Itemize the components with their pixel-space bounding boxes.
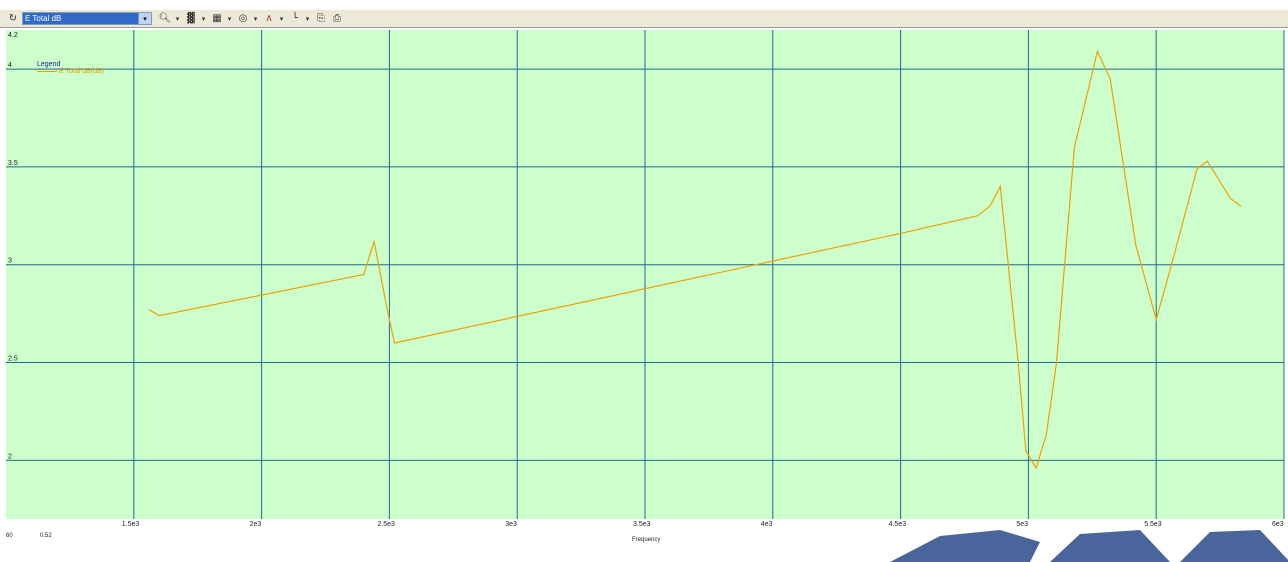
status-left-value: 60: [6, 533, 13, 539]
x-tick-label: 2.5e3: [377, 521, 395, 528]
x-tick-label: 6e3: [1272, 521, 1284, 528]
data-point: [1017, 361, 1019, 364]
data-point: [1045, 434, 1047, 436]
data-point: [393, 342, 396, 344]
x-tick-label: 3e3: [505, 521, 517, 528]
data-point: [999, 185, 1001, 188]
y-tick-label: 2.5: [8, 356, 18, 363]
x-tick-label: 3.5e3: [633, 521, 651, 528]
plot-properties-dropdown-icon[interactable]: ▾: [227, 14, 232, 23]
data-point: [1035, 467, 1037, 469]
x-tick-label: 5.5e3: [1144, 521, 1162, 528]
marker-dropdown-icon[interactable]: ▾: [253, 14, 258, 23]
copy-icon[interactable]: ⎘: [317, 13, 325, 24]
data-point: [386, 307, 388, 309]
data-point: [1025, 449, 1027, 452]
report-toolbar: ↻ E Total dB ▾ 🔍︎ ▾ ▓ ▾ ▦ ▾ ◎ ▾ ∧ ▾ └ ▾ ⎘ ⎙: [0, 10, 1288, 28]
data-point: [1055, 361, 1058, 364]
y-tick-label: 3.5: [8, 160, 18, 167]
marker-icon[interactable]: ◎: [238, 13, 248, 24]
x-tick-label: 2e3: [250, 521, 262, 528]
data-point: [148, 309, 150, 311]
refresh-icon[interactable]: ↻: [8, 13, 18, 24]
data-point: [1096, 50, 1098, 53]
y-top-tick-label: 4.2: [8, 32, 18, 39]
data-point: [1206, 160, 1208, 162]
zoom-icon[interactable]: 🔍︎: [158, 13, 172, 24]
trace-selector[interactable]: E Total dB ▾: [22, 12, 152, 25]
line-style-icon[interactable]: ∧: [265, 13, 273, 24]
window-top-strip: [0, 0, 1288, 10]
axis-dropdown-icon[interactable]: ▾: [305, 14, 310, 23]
legend-title: Legend: [37, 61, 61, 68]
x-tick-label: 4e3: [761, 521, 773, 528]
data-point: [363, 273, 365, 276]
data-point: [1196, 168, 1198, 170]
x-axis-label: Frequency: [632, 537, 661, 543]
y-tick-label: 2: [8, 453, 12, 460]
line-style-dropdown-icon[interactable]: ▾: [279, 14, 284, 23]
legend-entry-label: E Total dB(dB): [59, 68, 105, 75]
data-point: [900, 232, 902, 234]
data-point: [1073, 146, 1075, 148]
zoom-dropdown-icon[interactable]: ▾: [175, 14, 180, 23]
x-tick-label: 5e3: [1016, 521, 1028, 528]
data-point: [1155, 318, 1157, 321]
data-point: [1170, 264, 1173, 266]
y-tick-label: 3: [8, 258, 12, 265]
trace-dropdown-icon[interactable]: ▾: [201, 14, 206, 23]
watermark-logo: [890, 530, 1288, 562]
y-tick-label: 4: [8, 62, 12, 69]
legend-swatch: [37, 71, 57, 72]
line-chart: 1.5e3 2e3 2.5e3 3e3 3.5e3 4e3 4.5e3 5e3 5.5e3 6e3…: [6, 30, 1285, 528]
plot-properties-icon[interactable]: ▦: [212, 13, 222, 24]
chevron-down-icon[interactable]: ▾: [138, 13, 151, 24]
x-gridlines: [133, 30, 1285, 519]
status-value: 0.52: [40, 533, 52, 539]
data-point: [976, 215, 978, 217]
x-tick-labels: 1.5e3 2e3 2.5e3 3e3 3.5e3 4e3 4.5e3 5e3 5.5e3 6e3: [122, 521, 1284, 528]
y-tick-labels: 2 2.5 3 3.5 4: [8, 62, 18, 460]
data-point: [989, 205, 991, 207]
x-tick-label: 4.5e3: [889, 521, 907, 528]
data-point: [373, 240, 375, 242]
data-point: [1109, 78, 1111, 80]
trace-icon[interactable]: ▓: [187, 13, 195, 24]
x-tick-label: 1.5e3: [122, 521, 140, 528]
y-gridlines: [6, 68, 1284, 461]
trace-selector-value: E Total dB: [23, 13, 138, 24]
axis-icon[interactable]: └: [291, 13, 299, 24]
data-point: [1135, 244, 1137, 246]
data-point: [1229, 197, 1231, 199]
data-point: [1239, 205, 1242, 207]
series-group: [148, 49, 1242, 470]
legend-entry: E Total dB(dB): [37, 68, 104, 75]
data-point: [158, 315, 160, 317]
print-icon[interactable]: ⎙: [333, 13, 341, 24]
